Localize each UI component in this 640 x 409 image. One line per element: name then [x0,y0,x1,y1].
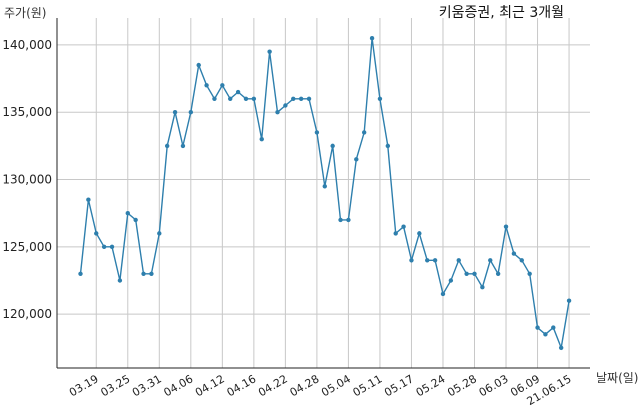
data-point [180,143,186,149]
chart-title: 키움증권, 최근 3개월 [439,5,564,21]
data-point [377,96,383,101]
x-tick-label: 05.17 [382,372,416,399]
data-point [314,130,320,135]
x-tick-label: 03.25 [99,372,133,399]
x-tick-label: 04.12 [193,372,227,399]
y-tick-label: 120,000 [2,307,52,321]
y-tick-labels: 120,000 125,000 130,000 135,000 140,000 [2,38,52,321]
data-point [133,217,138,223]
data-point [558,345,564,351]
data-point [511,251,517,256]
data-point [346,217,351,223]
x-tick-label: 04.06 [162,372,196,399]
x-tick-label: 05.24 [414,372,448,399]
data-point [117,278,123,283]
data-point [259,136,264,142]
x-tick-labels: 03.1903.2503.3104.0604.1204.1604.2204.28… [67,372,574,408]
data-point [86,197,91,202]
data-point [456,258,461,263]
x-tick-label: 05.28 [445,372,479,399]
data-point [535,325,540,330]
y-axis-title: 주가(원) [4,6,46,20]
data-point [495,271,501,276]
data-point [243,96,249,101]
data-point [94,231,99,236]
data-point [472,271,477,276]
data-point [566,298,572,303]
data-point [543,332,548,337]
data-point [409,258,414,263]
x-tick-label: 05.11 [351,372,385,399]
data-point [125,210,130,216]
y-tick-label: 140,000 [2,38,52,52]
grid-lines [57,18,590,368]
data-point [298,96,304,101]
data-point [417,231,422,236]
price-line [79,38,570,351]
data-point [109,244,115,250]
data-point [322,184,327,189]
series-points [78,35,572,351]
series-line [79,38,570,351]
x-axis-title: 날짜(일) [596,371,638,385]
data-point [172,110,178,115]
data-point [228,96,233,101]
x-tick-label: 04.28 [288,372,322,399]
x-tick-label: 03.31 [130,372,164,399]
data-point [393,231,398,236]
x-tick-label: 06.03 [477,372,511,399]
data-point [204,83,209,88]
data-point [432,258,438,263]
data-point [235,89,241,95]
axes [56,18,590,369]
data-point [401,224,406,229]
data-point [440,291,446,297]
x-tick-label: 03.19 [67,372,101,399]
data-point [141,271,146,276]
data-point [212,96,217,101]
x-tick-label: 05.04 [319,372,353,399]
data-point [149,271,154,276]
data-point [464,271,469,276]
data-point [251,96,257,101]
data-point [306,96,312,101]
data-point [275,110,280,115]
data-point [448,278,454,283]
data-point [480,285,485,290]
data-point [425,258,430,263]
data-point [78,271,83,276]
data-point [330,143,335,149]
y-tick-label: 130,000 [2,173,52,187]
y-tick-label: 125,000 [2,240,52,254]
data-point [385,143,391,149]
data-point [527,271,532,276]
data-point [369,35,375,41]
data-point [338,217,343,223]
data-point [283,103,288,108]
data-point [361,130,367,135]
data-point [164,143,170,149]
data-point [220,83,225,88]
data-point [188,110,194,115]
data-point [157,231,162,236]
data-point [291,96,296,101]
data-point [101,244,107,250]
data-point [551,325,556,330]
y-tick-label: 135,000 [2,105,52,119]
x-tick-label: 04.16 [225,372,259,399]
data-point [503,224,509,229]
data-point [488,258,493,263]
data-point [519,258,524,263]
data-point [354,157,359,162]
x-tick-label: 04.22 [256,372,290,399]
data-point [267,49,272,54]
data-point [196,62,201,68]
